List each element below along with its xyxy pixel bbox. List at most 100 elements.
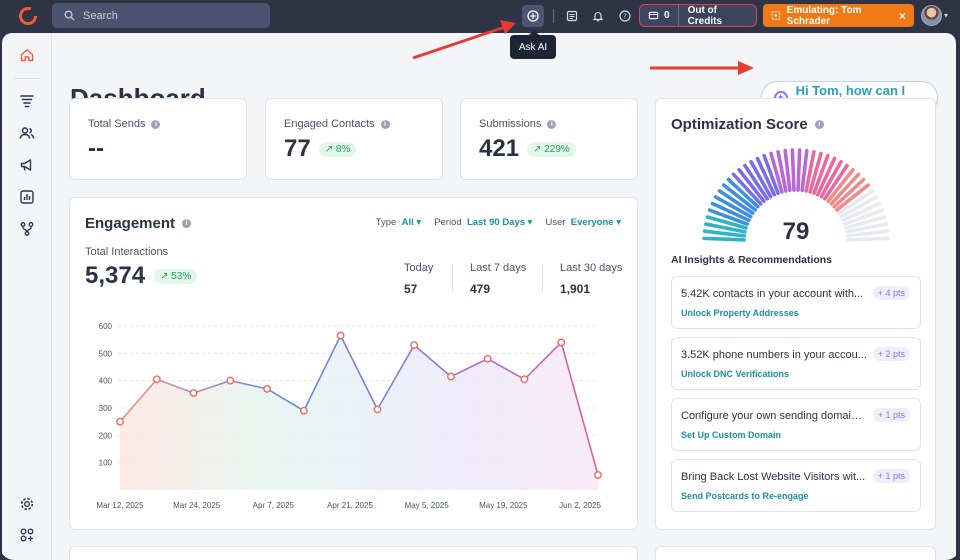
insight-action-link[interactable]: Unlock DNC Verifications: [681, 369, 790, 379]
info-icon[interactable]: i: [151, 119, 161, 129]
insight-action-link[interactable]: Unlock Property Addresses: [681, 308, 799, 318]
data-point[interactable]: [226, 376, 235, 385]
y-tick-label: 300: [99, 404, 113, 413]
notes-button[interactable]: [561, 5, 583, 27]
credits-icon: [648, 11, 659, 20]
info-icon[interactable]: i: [380, 119, 390, 129]
period-filter[interactable]: Period Last 90 Days ▾: [434, 217, 532, 228]
trend-badge: ↗ 229%: [527, 141, 576, 157]
data-point[interactable]: [410, 341, 419, 350]
avatar[interactable]: [921, 5, 942, 26]
points-badge: + 1 pts: [872, 469, 910, 483]
gauge-segment: [812, 153, 830, 196]
chevron-down-icon: ▾: [527, 217, 533, 228]
close-emulation-icon[interactable]: ×: [898, 8, 906, 23]
stat-card-submissions: Submissions i 421 ↗ 229%: [460, 98, 638, 180]
gauge-segment: [845, 229, 890, 238]
data-point[interactable]: [373, 405, 382, 414]
total-interactions-label: Total Interactions: [85, 246, 169, 258]
insight-item[interactable]: 5.42K contacts in your account with... U…: [671, 276, 921, 329]
insight-text: Bring Back Lost Website Visitors wit...: [681, 471, 866, 483]
megaphone-icon: [20, 159, 32, 171]
info-icon[interactable]: i: [182, 219, 192, 228]
chevron-down-icon[interactable]: ▾: [944, 11, 949, 20]
app-logo[interactable]: [18, 6, 38, 26]
points-badge: + 2 pts: [872, 347, 910, 361]
sidebar-item-home[interactable]: [17, 45, 37, 65]
sidebar-item-reports[interactable]: [17, 187, 37, 207]
data-point[interactable]: [263, 384, 271, 393]
period-divider: [542, 264, 543, 292]
insight-text: 3.52K phone numbers in your accou...: [681, 349, 867, 361]
engagement-card: Engagement i Type All ▾ Period Last 90 Da…: [69, 197, 638, 530]
data-point[interactable]: [152, 375, 161, 384]
gauge-segment: [705, 215, 748, 230]
x-tick-label: Mar 24, 2025: [173, 501, 221, 510]
gauge-segment: [721, 183, 757, 212]
total-interactions-value: 5,374 ↗ 53%: [85, 262, 198, 290]
data-point[interactable]: [299, 406, 308, 415]
insight-item[interactable]: Configure your own sending domain ... Se…: [671, 398, 921, 451]
top-bar: Search ? 0 Out of Credits Emulating: Tom…: [0, 0, 960, 32]
gauge-segment: [790, 148, 796, 192]
sidebar-item-contacts[interactable]: [17, 123, 37, 143]
filter-label: Type: [375, 217, 397, 228]
data-point[interactable]: [447, 372, 455, 381]
credits-count: 0: [664, 10, 670, 21]
sidebar-separator: [14, 78, 40, 79]
stat-value-text: 77: [284, 135, 311, 162]
data-point[interactable]: [557, 338, 566, 347]
stat-value: 421 ↗ 229%: [479, 135, 576, 163]
sidebar-item-funnels[interactable]: [17, 91, 37, 111]
data-point[interactable]: [520, 375, 529, 384]
search-bar[interactable]: Search: [52, 3, 270, 28]
stat-label-text: Engaged Contacts: [284, 118, 375, 130]
data-point[interactable]: [336, 331, 345, 340]
list-icon: [566, 10, 578, 22]
next-card-partial: [69, 546, 638, 560]
bell-icon: [592, 11, 604, 22]
data-point[interactable]: [594, 471, 602, 479]
insight-item[interactable]: Bring Back Lost Website Visitors wit... …: [671, 459, 921, 512]
apps-icon: [20, 528, 34, 542]
stat-value-text: --: [88, 135, 104, 162]
data-point[interactable]: [189, 389, 198, 397]
gauge-segment: [749, 159, 773, 199]
gauge-segment: [804, 149, 816, 193]
help-icon: ?: [619, 10, 631, 22]
gauge-segment: [713, 195, 753, 219]
insight-action-link[interactable]: Set Up Custom Domain: [681, 430, 782, 440]
gauge-segment: [800, 148, 809, 193]
insight-item[interactable]: 3.52K phone numbers in your accou... Unl…: [671, 337, 921, 390]
period-value: 57: [404, 282, 418, 296]
ask-ai-button[interactable]: [522, 5, 544, 27]
sidebar-item-apps[interactable]: [17, 525, 37, 545]
info-icon[interactable]: i: [547, 119, 557, 129]
type-filter[interactable]: Type All ▾: [376, 217, 421, 228]
sidebar-item-campaigns[interactable]: [17, 155, 37, 175]
gauge-segment: [832, 177, 866, 209]
user-filter[interactable]: User Everyone ▾: [545, 217, 621, 228]
stat-value-text: 421: [479, 135, 520, 162]
gauge-segment: [755, 156, 777, 197]
data-point[interactable]: [116, 417, 124, 426]
gauge-segment: [737, 167, 766, 203]
sidebar-item-settings[interactable]: [17, 494, 37, 514]
gauge-segment: [837, 189, 875, 215]
help-button[interactable]: ?: [614, 5, 636, 27]
y-tick-label: 100: [99, 459, 113, 468]
sidebar-item-workflows[interactable]: [17, 219, 37, 239]
credits-badge[interactable]: 0 Out of Credits: [639, 4, 757, 27]
period-value: 1,901: [560, 282, 591, 296]
data-point[interactable]: [483, 354, 492, 363]
users-icon: [19, 127, 35, 139]
chevron-down-icon: ▾: [416, 217, 422, 228]
x-tick-label: Apr 21, 2025: [327, 501, 373, 510]
filter-value: Last 90 Days: [466, 217, 526, 228]
emulating-label: Emulating: Tom Schrader: [786, 4, 862, 27]
notifications-button[interactable]: [587, 5, 609, 27]
x-tick-label: Jun 2, 2025: [559, 501, 601, 510]
info-icon[interactable]: i: [814, 120, 824, 129]
insight-action-link[interactable]: Send Postcards to Re-engage: [681, 491, 809, 501]
insight-text: Configure your own sending domain ...: [681, 410, 867, 422]
